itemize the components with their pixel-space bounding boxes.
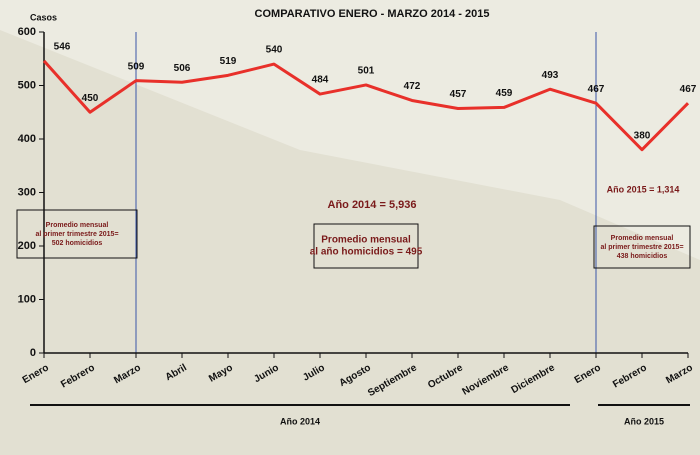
data-label: 459: [496, 88, 513, 99]
data-label: 484: [312, 75, 329, 86]
chart-title: COMPARATIVO ENERO - MARZO 2014 - 2015: [255, 8, 490, 20]
annotation-text: 438 homicidios: [617, 253, 668, 260]
data-label: 380: [634, 130, 651, 141]
group-label: Año 2015: [624, 416, 664, 426]
annotation-box: [593, 225, 691, 269]
data-label: 457: [450, 89, 467, 100]
y-tick-label: 300: [18, 186, 36, 198]
annotation-text: Promedio mensual: [611, 235, 674, 242]
data-label: 450: [82, 93, 99, 104]
y-tick-label: 200: [18, 240, 36, 252]
data-label: 519: [220, 56, 237, 67]
annotation-text: Promedio mensual: [46, 222, 109, 229]
data-label: 501: [358, 66, 375, 77]
y-tick-label: 500: [18, 79, 36, 91]
y-tick-label: 100: [18, 293, 36, 305]
data-line: [42, 59, 690, 152]
y-tick-label: 400: [18, 133, 36, 145]
annotation-text: Promedio mensual: [321, 235, 411, 246]
annotation-box: [16, 209, 138, 259]
y-tick-label: 600: [18, 26, 36, 38]
y-tick-label: 0: [30, 347, 36, 359]
annotation-text: al primer trimestre 2015=: [600, 244, 683, 251]
data-label: 540: [266, 45, 283, 56]
annotation-text: al año homicidios = 495: [310, 247, 423, 258]
annotation: Año 2014 = 5,936: [328, 199, 417, 211]
data-label: 509: [128, 61, 145, 72]
data-label: 472: [404, 81, 421, 92]
annotation-text: 502 homicidios: [52, 240, 103, 247]
annotation: Año 2015 = 1,314: [607, 184, 680, 194]
background-highlight: [0, 0, 700, 260]
data-label: 467: [680, 84, 697, 95]
y-axis-label: Casos: [30, 12, 57, 22]
annotation-text: al primer trimestre 2015=: [35, 231, 118, 238]
data-label: 506: [174, 63, 191, 74]
data-label: 546: [54, 42, 71, 53]
group-label: Año 2014: [280, 416, 320, 426]
data-label: 493: [542, 70, 559, 81]
data-label: 467: [588, 84, 605, 95]
annotation-box: [313, 223, 419, 269]
